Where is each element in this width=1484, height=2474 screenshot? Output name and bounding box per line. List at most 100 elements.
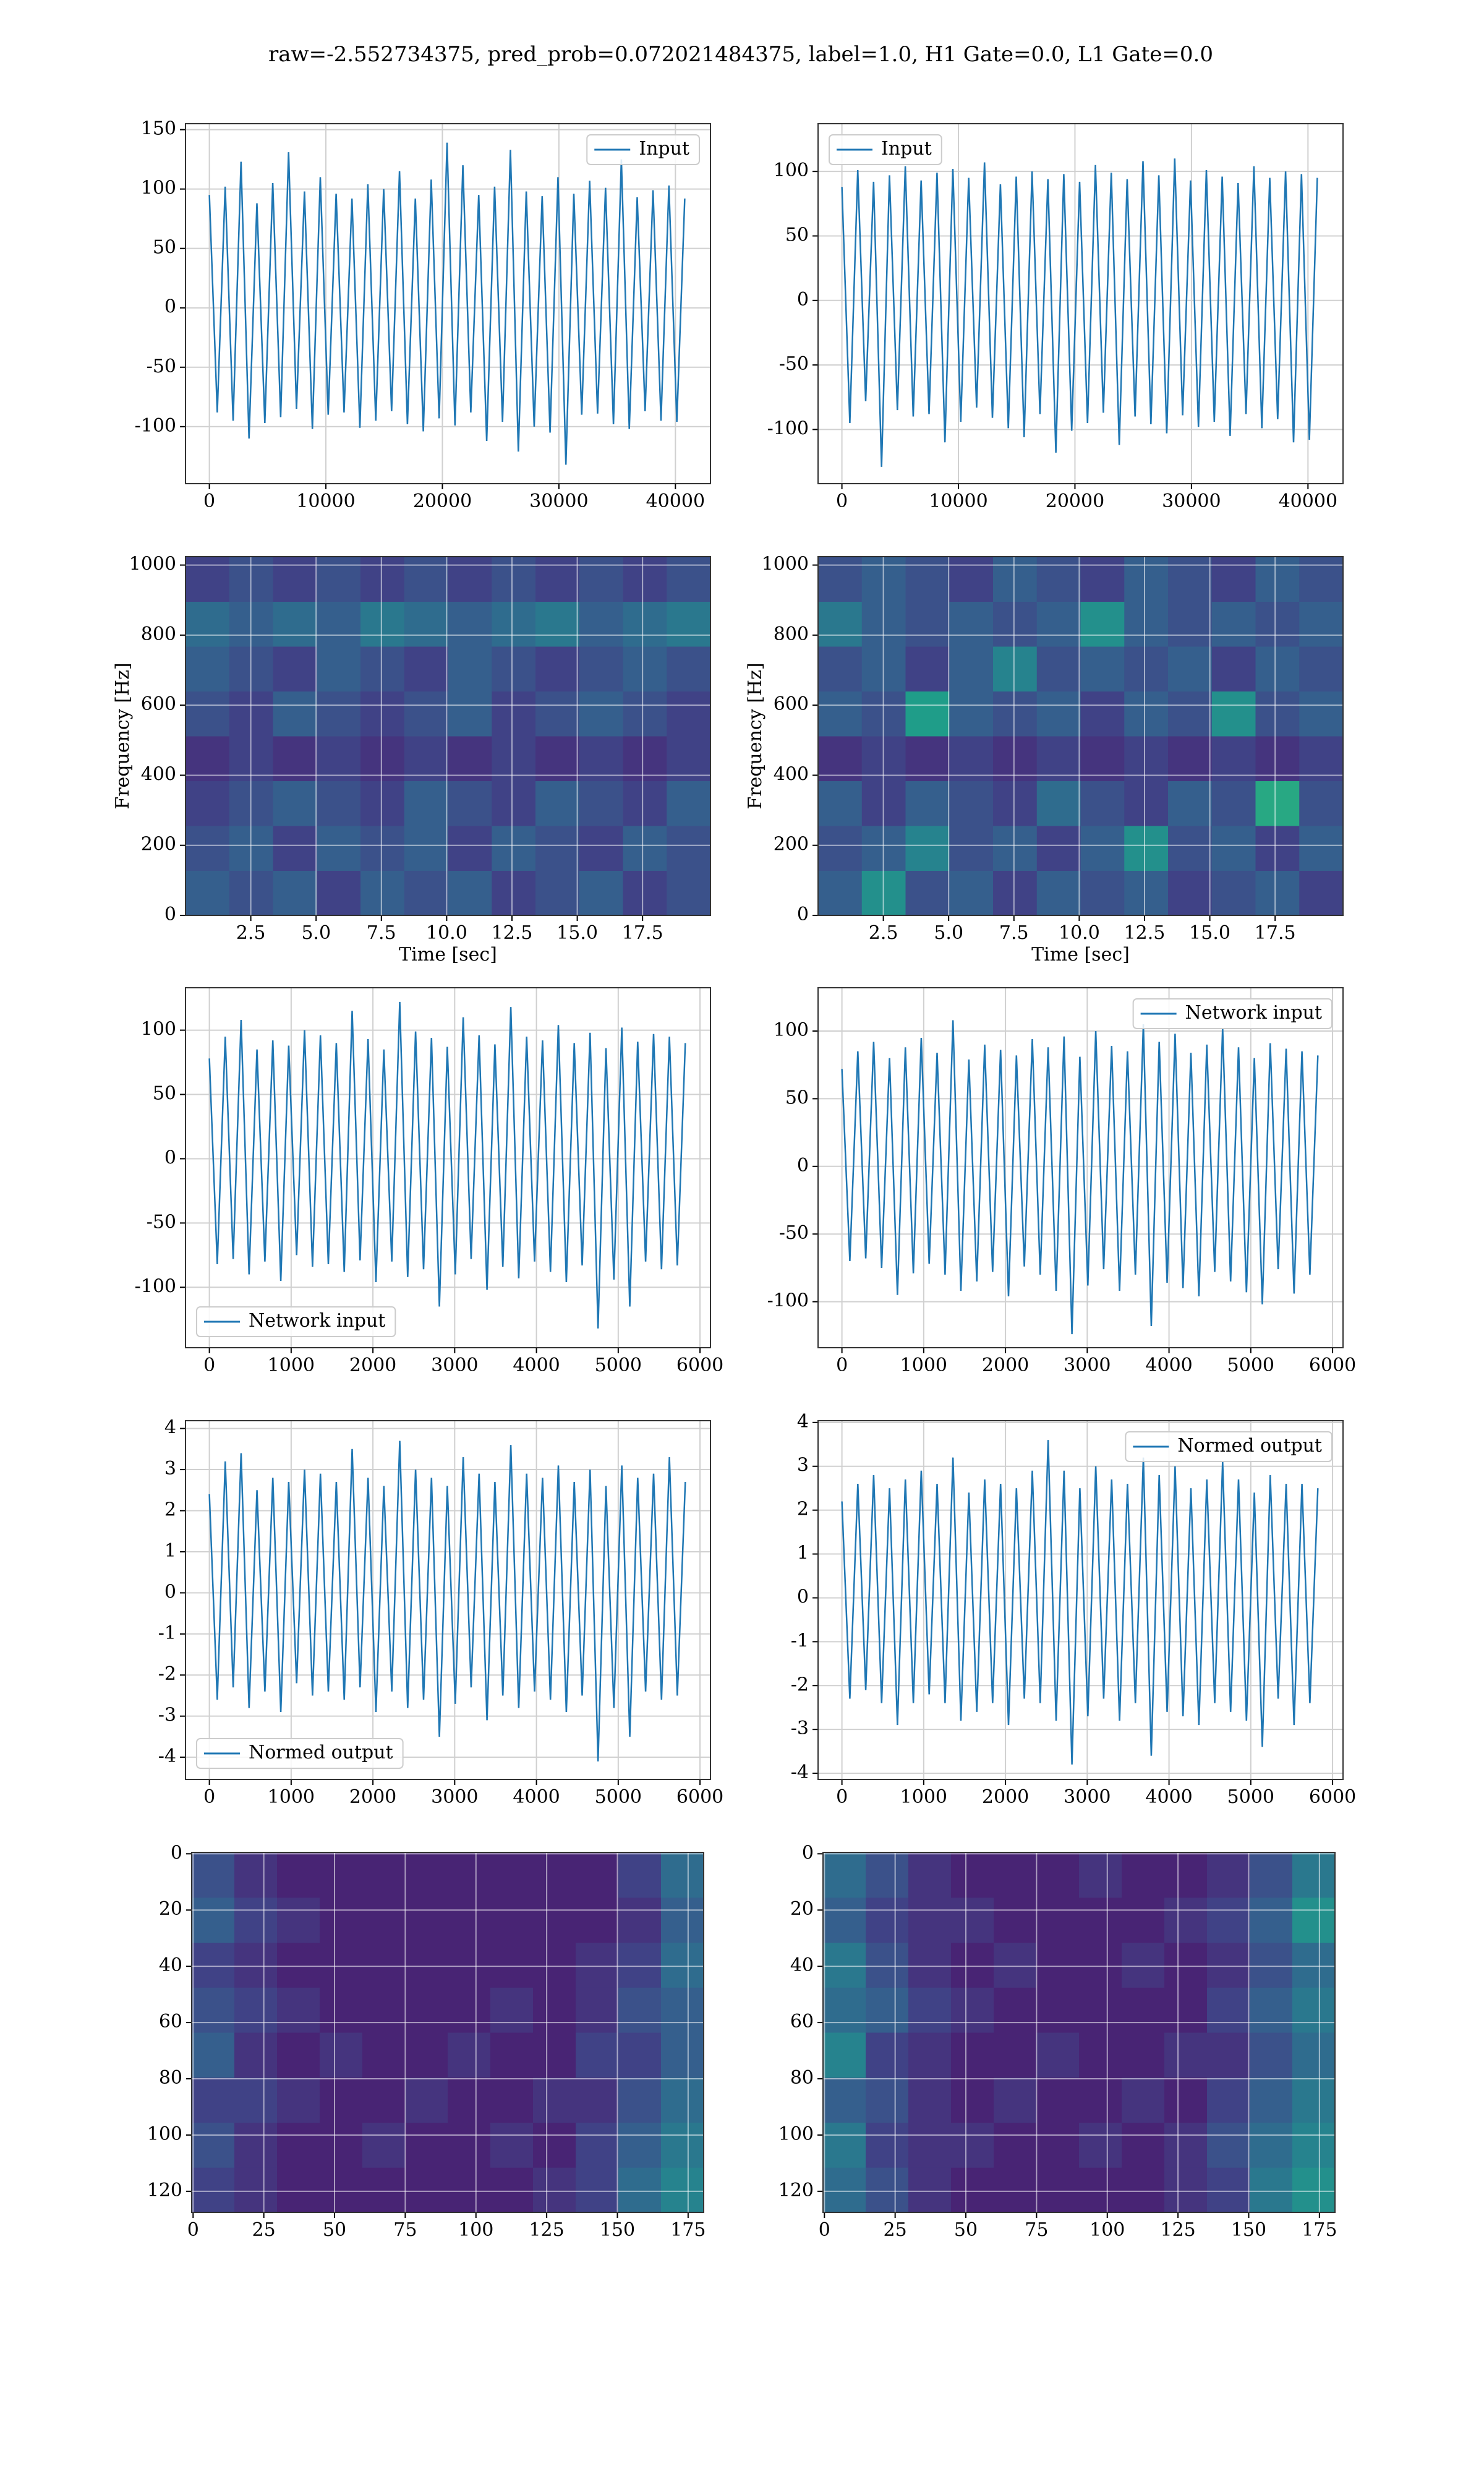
heatmap-cell xyxy=(404,557,448,602)
heatmap-cell xyxy=(405,2078,448,2123)
x-tick-label: 50 xyxy=(954,2219,978,2241)
x-tick-label: 5000 xyxy=(595,1355,642,1376)
x-tick-label: 15.0 xyxy=(556,922,598,944)
heatmap-cell xyxy=(535,557,579,602)
heatmap-cell xyxy=(273,781,317,826)
x-tick-label: 0 xyxy=(203,490,215,512)
heatmap-cell xyxy=(362,1943,406,1988)
heatmap-cell xyxy=(823,1852,866,1898)
heatmap-cell xyxy=(866,1987,909,2032)
heatmap-cell xyxy=(535,646,579,691)
y-tick-label: -4 xyxy=(791,1761,809,1783)
heatmap-cell xyxy=(1212,826,1256,871)
heatmap-cell xyxy=(823,2167,866,2212)
heatmap-cell xyxy=(661,2078,704,2123)
heatmap-cell xyxy=(1081,736,1125,781)
heatmap-cell xyxy=(492,557,535,602)
y-tick-label: 0 xyxy=(797,289,809,310)
y-tick-label: 600 xyxy=(141,693,176,715)
heatmap-cell xyxy=(362,2032,406,2078)
heatmap-cell xyxy=(186,871,229,916)
y-tick-label: 80 xyxy=(790,2067,814,2089)
heatmap-cell xyxy=(994,1898,1037,1943)
heatmap-cell xyxy=(866,2078,909,2123)
heatmap-cell xyxy=(362,2123,406,2168)
heatmap-cell xyxy=(579,646,623,691)
heatmap-cell xyxy=(576,2078,619,2123)
heatmap-cell xyxy=(360,691,404,737)
heatmap-cell xyxy=(320,1987,363,2032)
y-tick-label: 200 xyxy=(774,834,809,855)
heatmap-cell xyxy=(186,602,229,647)
y-tick-label: -50 xyxy=(779,353,809,375)
legend-label: Normed output xyxy=(1177,1435,1322,1457)
heatmap-cell xyxy=(360,871,404,916)
y-tick-label: 120 xyxy=(147,2180,182,2201)
x-axis-label: Time [sec] xyxy=(1031,944,1130,965)
heatmap-cell xyxy=(404,871,448,916)
heatmap-cell xyxy=(492,781,535,826)
heatmap-cell xyxy=(866,1852,909,1898)
x-tick-label: 5000 xyxy=(1227,1355,1274,1376)
heatmap-cell xyxy=(1079,2123,1122,2168)
heatmap-cell xyxy=(1292,2123,1336,2168)
heatmap-cell xyxy=(320,2032,363,2078)
heatmap-cell xyxy=(490,2032,534,2078)
heatmap-cell xyxy=(448,826,492,871)
legend-label: Normed output xyxy=(249,1742,393,1763)
heatmap-cell xyxy=(1079,2167,1122,2212)
heatmap-cell xyxy=(951,1852,994,1898)
heatmap-cell xyxy=(1081,602,1125,647)
heatmap-cell xyxy=(1037,871,1081,916)
heatmap-cell xyxy=(186,826,229,871)
x-tick-label: 2.5 xyxy=(869,922,898,944)
heatmap-cell xyxy=(1250,1898,1293,1943)
y-tick-label: 40 xyxy=(790,1954,814,1976)
heatmap-cell xyxy=(1168,557,1212,602)
heatmap-cell xyxy=(579,691,623,737)
heatmap-cell xyxy=(661,1898,704,1943)
x-tick-label: 5000 xyxy=(1227,1786,1274,1808)
y-tick-label: 600 xyxy=(774,693,809,715)
heatmap-cell xyxy=(1037,557,1081,602)
heatmap-cell xyxy=(1124,557,1168,602)
x-tick-label: 75 xyxy=(393,2219,417,2241)
heatmap-cell xyxy=(994,1852,1037,1898)
heatmap-cell xyxy=(951,2078,994,2123)
heatmap-cell xyxy=(661,1943,704,1988)
y-tick-label: 800 xyxy=(774,623,809,645)
x-tick-label: 5.0 xyxy=(934,922,963,944)
x-tick-label: 4000 xyxy=(513,1355,560,1376)
heatmap-cell xyxy=(492,691,535,737)
y-tick-label: 0 xyxy=(797,1586,809,1607)
heatmap-cell xyxy=(234,2078,278,2123)
y-tick-label: 3 xyxy=(797,1455,809,1476)
heatmap-cell xyxy=(186,736,229,781)
heatmap-cell xyxy=(234,2123,278,2168)
x-tick-label: 50 xyxy=(323,2219,346,2241)
heatmap-cell xyxy=(906,871,950,916)
heatmap-cell xyxy=(362,2167,406,2212)
heatmap-cell xyxy=(906,826,950,871)
heatmap-cell xyxy=(623,691,667,737)
heatmap-cell xyxy=(623,602,667,647)
heatmap-cell xyxy=(866,1943,909,1988)
legend: Network input xyxy=(1133,999,1332,1029)
y-tick-label: 4 xyxy=(797,1411,809,1432)
heatmap-cell xyxy=(1036,1943,1080,1988)
y-tick-label: -50 xyxy=(147,1211,176,1233)
subplot: 2.55.07.510.012.515.017.5020040060080010… xyxy=(744,554,1344,965)
heatmap-cell xyxy=(490,2123,534,2168)
heatmap-cell xyxy=(667,781,710,826)
heatmap-cell xyxy=(277,2032,320,2078)
heatmap-cell xyxy=(448,691,492,737)
legend-label: Network input xyxy=(1185,1002,1322,1024)
heatmap-cell xyxy=(1292,2032,1336,2078)
heatmap-cell xyxy=(1036,2032,1080,2078)
heatmap-cell xyxy=(1299,646,1343,691)
y-axis-label: Frequency [Hz] xyxy=(112,662,134,809)
heatmap-cell xyxy=(908,1898,952,1943)
heatmap-cell xyxy=(618,2167,662,2212)
heatmap-cell xyxy=(1124,691,1168,737)
heatmap-cell xyxy=(949,736,993,781)
